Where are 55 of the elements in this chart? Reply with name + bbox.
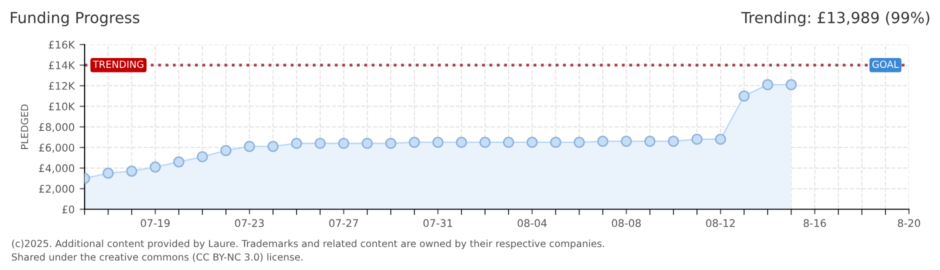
y-tick-label: £16K [48, 40, 76, 49]
point [644, 136, 656, 147]
point [126, 166, 138, 177]
point [362, 138, 373, 149]
point [786, 79, 797, 90]
x-tick-label: 07-19 [140, 219, 170, 228]
y-tick-label: £6,000 [39, 144, 74, 153]
point [173, 156, 184, 168]
point [620, 136, 632, 147]
point [597, 136, 608, 147]
point [668, 136, 679, 147]
chart-subtitle: Trending: £13,989 (99%) [741, 12, 930, 26]
point [456, 136, 468, 148]
ref-line-label: TRENDING [92, 60, 144, 68]
chart-title: Funding Progress [10, 12, 140, 26]
x-tick-label: 07-23 [235, 219, 264, 228]
point [714, 134, 726, 145]
point [408, 136, 420, 148]
point [762, 79, 774, 90]
point [691, 134, 703, 145]
y-tick-label: £4,000 [39, 164, 74, 174]
x-tick-label: 07-27 [329, 219, 358, 228]
x-tick-label: 08-08 [612, 219, 641, 228]
point [150, 161, 161, 173]
point [738, 90, 750, 102]
point [267, 140, 279, 152]
y-axis-title: PLEDGED [20, 104, 28, 149]
y-tick-label: £2,000 [39, 184, 74, 194]
x-tick-label: 8-16 [804, 219, 826, 228]
y-tick-label: £10K [48, 102, 76, 110]
y-tick-label: £14K [48, 61, 76, 70]
annotation: GOAL [872, 60, 899, 68]
y-tick-label: £12K [48, 82, 76, 90]
point [102, 168, 114, 179]
x-tick-label: 08-12 [706, 219, 735, 228]
point [385, 138, 396, 149]
point [338, 138, 350, 149]
point [503, 136, 514, 148]
point [220, 145, 232, 156]
x-tick-label: 08-04 [518, 219, 547, 228]
point [432, 136, 444, 148]
point [574, 136, 585, 148]
point [314, 138, 326, 149]
point [291, 138, 302, 149]
text: (c)2025. Additional content provided by Laure. Trademarks and related content are owned by their respective companies. [12, 240, 604, 250]
x-tick-label: 8-20 [898, 219, 920, 228]
y-tick-label: £0 [62, 205, 74, 214]
point [244, 140, 256, 152]
y-tick-label: £8,000 [39, 123, 74, 132]
point [196, 151, 208, 162]
point [479, 136, 491, 148]
text: Shared under the creative commons (CC BY-NC 3.0) license. [12, 253, 302, 262]
point [550, 136, 562, 148]
point [526, 136, 538, 148]
x-tick-label: 07-31 [423, 219, 452, 228]
